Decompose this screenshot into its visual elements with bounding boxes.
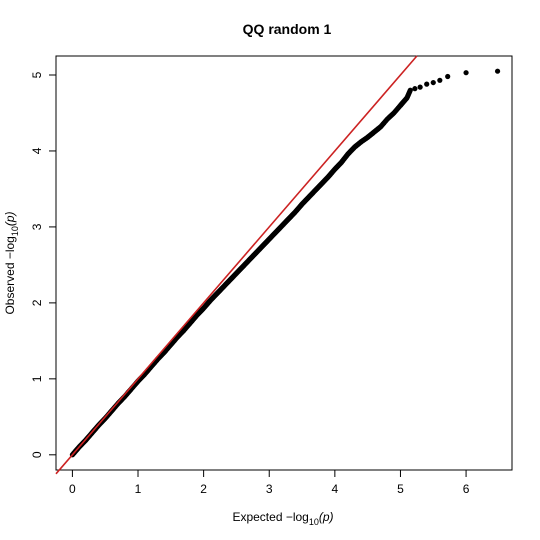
y-tick-label: 2 (30, 299, 44, 306)
reference-line (55, 55, 418, 475)
data-point (417, 84, 423, 90)
data-point (437, 77, 443, 83)
y-axis-label-prefix: Observed −log (3, 236, 17, 314)
chart-title: QQ random 1 (243, 21, 332, 37)
x-tick-label: 4 (332, 482, 339, 496)
x-tick-label: 5 (397, 482, 404, 496)
x-axis-label: Expected −log10(p) (232, 510, 333, 527)
x-axis-label-prefix: Expected −log (232, 510, 308, 524)
x-axis-label-suffix: (p) (319, 510, 334, 524)
x-tick-label: 1 (135, 482, 142, 496)
y-axis-label-suffix: (p) (3, 211, 17, 226)
x-tick-label: 0 (69, 482, 76, 496)
x-tick-label: 2 (200, 482, 207, 496)
y-tick-label: 3 (30, 223, 44, 230)
y-tick-label: 0 (30, 451, 44, 458)
y-axis: 0 1 2 3 4 5 (30, 71, 57, 458)
x-axis-label-subscript: 10 (309, 517, 319, 527)
data-point (463, 70, 469, 76)
x-tick-label: 6 (463, 482, 470, 496)
y-tick-label: 5 (30, 71, 44, 78)
data-point (494, 68, 501, 74)
y-axis-label: Observed −log10(p) (3, 211, 20, 314)
data-point (412, 86, 418, 92)
data-point (407, 87, 413, 93)
data-point (445, 73, 451, 80)
y-axis-label-subscript: 10 (10, 226, 20, 236)
data-point (430, 79, 436, 86)
data-points (69, 68, 501, 458)
y-tick-label: 4 (30, 147, 44, 154)
x-axis: 0 1 2 3 4 5 6 (69, 469, 470, 496)
plot-frame (55, 55, 513, 471)
x-tick-label: 3 (266, 482, 273, 496)
y-tick-label: 1 (30, 375, 44, 382)
data-point (424, 81, 430, 87)
